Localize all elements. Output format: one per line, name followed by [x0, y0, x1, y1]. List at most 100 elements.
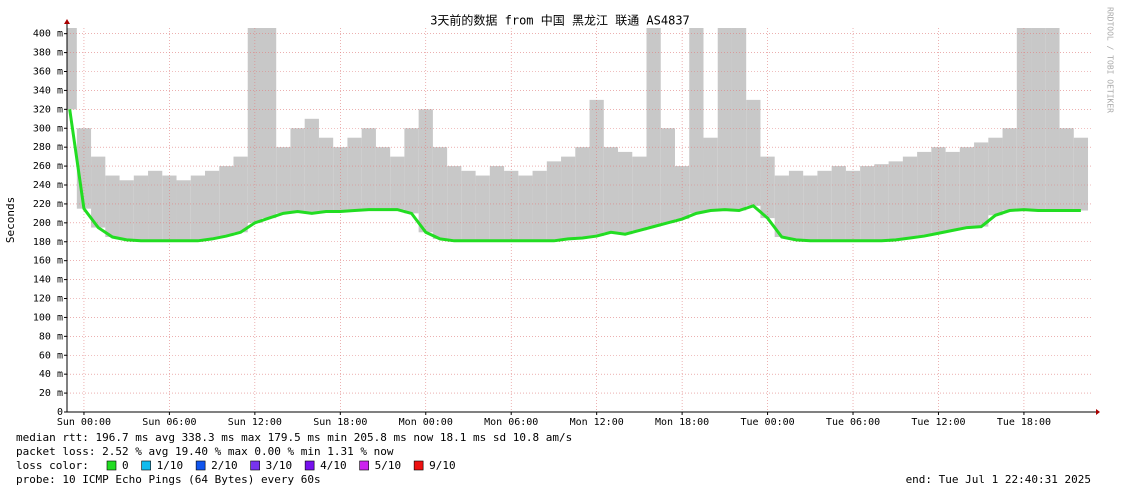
probe-info: probe: 10 ICMP Echo Pings (64 Bytes) eve…	[16, 473, 321, 486]
smoke-bar	[575, 147, 590, 238]
smoke-bar	[176, 180, 191, 241]
smoke-bar	[333, 147, 348, 212]
smoke-bar	[148, 170, 163, 241]
smoke-bar	[589, 99, 604, 237]
smoke-bar	[888, 161, 903, 240]
smoke-bar	[190, 175, 206, 241]
y-tick-label: 380 m	[33, 48, 63, 59]
smoke-bar	[945, 151, 960, 231]
smoke-bar	[788, 170, 804, 240]
smoke-bar	[532, 170, 547, 241]
x-tick-label: Tue 06:00	[826, 417, 880, 428]
smoke-bar	[390, 156, 405, 210]
smoke-bar	[902, 156, 918, 238]
smoke-bar	[874, 164, 889, 241]
loss-label: 9/10	[429, 459, 456, 472]
smoke-bar	[119, 180, 134, 240]
y-tick-label: 20 m	[39, 388, 63, 399]
y-tick-label: 40 m	[39, 369, 63, 380]
y-tick-label: 140 m	[33, 275, 63, 286]
y-tick-label: 220 m	[33, 199, 63, 210]
smoke-bar	[67, 28, 77, 110]
smoke-bar	[347, 137, 362, 211]
smoke-bar	[361, 128, 376, 210]
y-tick-label: 200 m	[33, 218, 63, 229]
smoke-bar	[1031, 28, 1046, 211]
smoke-bar	[988, 137, 1003, 216]
smoke-bar	[404, 128, 419, 214]
median-line	[68, 109, 1081, 243]
loss-swatch	[359, 460, 369, 471]
x-tick-label: Mon 06:00	[484, 417, 538, 428]
smoke-bar	[1045, 28, 1060, 211]
smoke-bar	[447, 166, 462, 241]
smoke-bar	[1002, 128, 1017, 211]
y-tick-label: 360 m	[33, 67, 63, 78]
y-tick-label: 80 m	[39, 331, 63, 342]
smoke-bar	[205, 170, 220, 239]
y-tick-label: 60 m	[39, 350, 63, 361]
smoke-bar	[674, 166, 690, 220]
y-tick-label: 160 m	[33, 256, 63, 267]
loss-label: 2/10	[211, 459, 238, 472]
x-tick-label: Sun 06:00	[142, 417, 196, 428]
smoke-bar	[304, 118, 319, 214]
x-arrow	[1096, 409, 1100, 415]
loss-swatch	[250, 460, 260, 471]
smoke-bar	[774, 175, 789, 238]
grid-layer: 0 20 m 40 m 60 m 80 m 100 m 120 m 140 m 160 m 180…	[33, 28, 1092, 428]
side-text: RRDTOOL / TOBI OETIKER	[1106, 7, 1115, 113]
y-tick-label: 320 m	[33, 104, 63, 115]
smoke-bar	[660, 128, 675, 223]
y-tick-label: 120 m	[33, 294, 63, 305]
smoke-bar	[418, 109, 433, 233]
loss-label: 4/10	[320, 459, 347, 472]
x-tick-label: Sun 18:00	[313, 417, 367, 428]
smoke-bar	[91, 156, 106, 228]
y-tick-label: 180 m	[33, 237, 63, 248]
smoke-bar	[261, 28, 277, 219]
end-time: end: Tue Jul 1 22:40:31 2025	[906, 473, 1091, 486]
smoke-bar	[432, 147, 448, 239]
loss-swatch	[195, 460, 206, 471]
smoke-bar	[860, 166, 875, 241]
rtt-stats: median rtt: 196.7 ms avg 338.3 ms max 17…	[16, 431, 572, 444]
smoke-bar	[219, 166, 234, 237]
smoke-bar	[917, 151, 932, 237]
y-tick-label: 400 m	[33, 29, 63, 40]
smoke-bar	[489, 166, 505, 241]
y-tick-label: 240 m	[33, 180, 63, 191]
x-tick-label: Sun 12:00	[228, 417, 282, 428]
smoke-bar	[290, 128, 305, 212]
smoke-bar	[703, 137, 718, 211]
smoke-layer	[67, 28, 1089, 241]
smoke-bar	[632, 156, 647, 231]
y-tick-label: 280 m	[33, 142, 63, 153]
smoke-bar	[817, 170, 832, 241]
smoke-bar	[561, 156, 576, 239]
line-layer	[68, 109, 1081, 243]
smoke-bar	[461, 170, 476, 241]
smoke-bar	[618, 151, 633, 235]
smoke-bar	[831, 166, 846, 241]
smoke-bar	[233, 156, 248, 233]
loss-label: 3/10	[266, 459, 293, 472]
smoke-bar	[375, 147, 391, 210]
smoke-bar	[133, 175, 149, 241]
smoke-bar	[646, 28, 661, 227]
loss-swatch	[106, 460, 117, 471]
y-tick-label: 100 m	[33, 312, 63, 323]
x-tick-label: Mon 12:00	[570, 417, 624, 428]
loss-swatch	[413, 460, 424, 471]
smoke-bar	[731, 28, 747, 211]
smoke-bar	[603, 147, 619, 233]
smoke-bar	[475, 175, 490, 241]
x-tick-label: Mon 18:00	[655, 417, 709, 428]
chart-title: 3天前的数据 from 中国 黑龙江 联通 AS4837	[430, 13, 690, 28]
loss-label: 1/10	[157, 459, 184, 472]
smoke-bar	[689, 28, 704, 214]
smoke-bar	[746, 99, 761, 206]
y-axis-label: Seconds	[4, 197, 17, 243]
smoke-bar	[276, 147, 291, 214]
